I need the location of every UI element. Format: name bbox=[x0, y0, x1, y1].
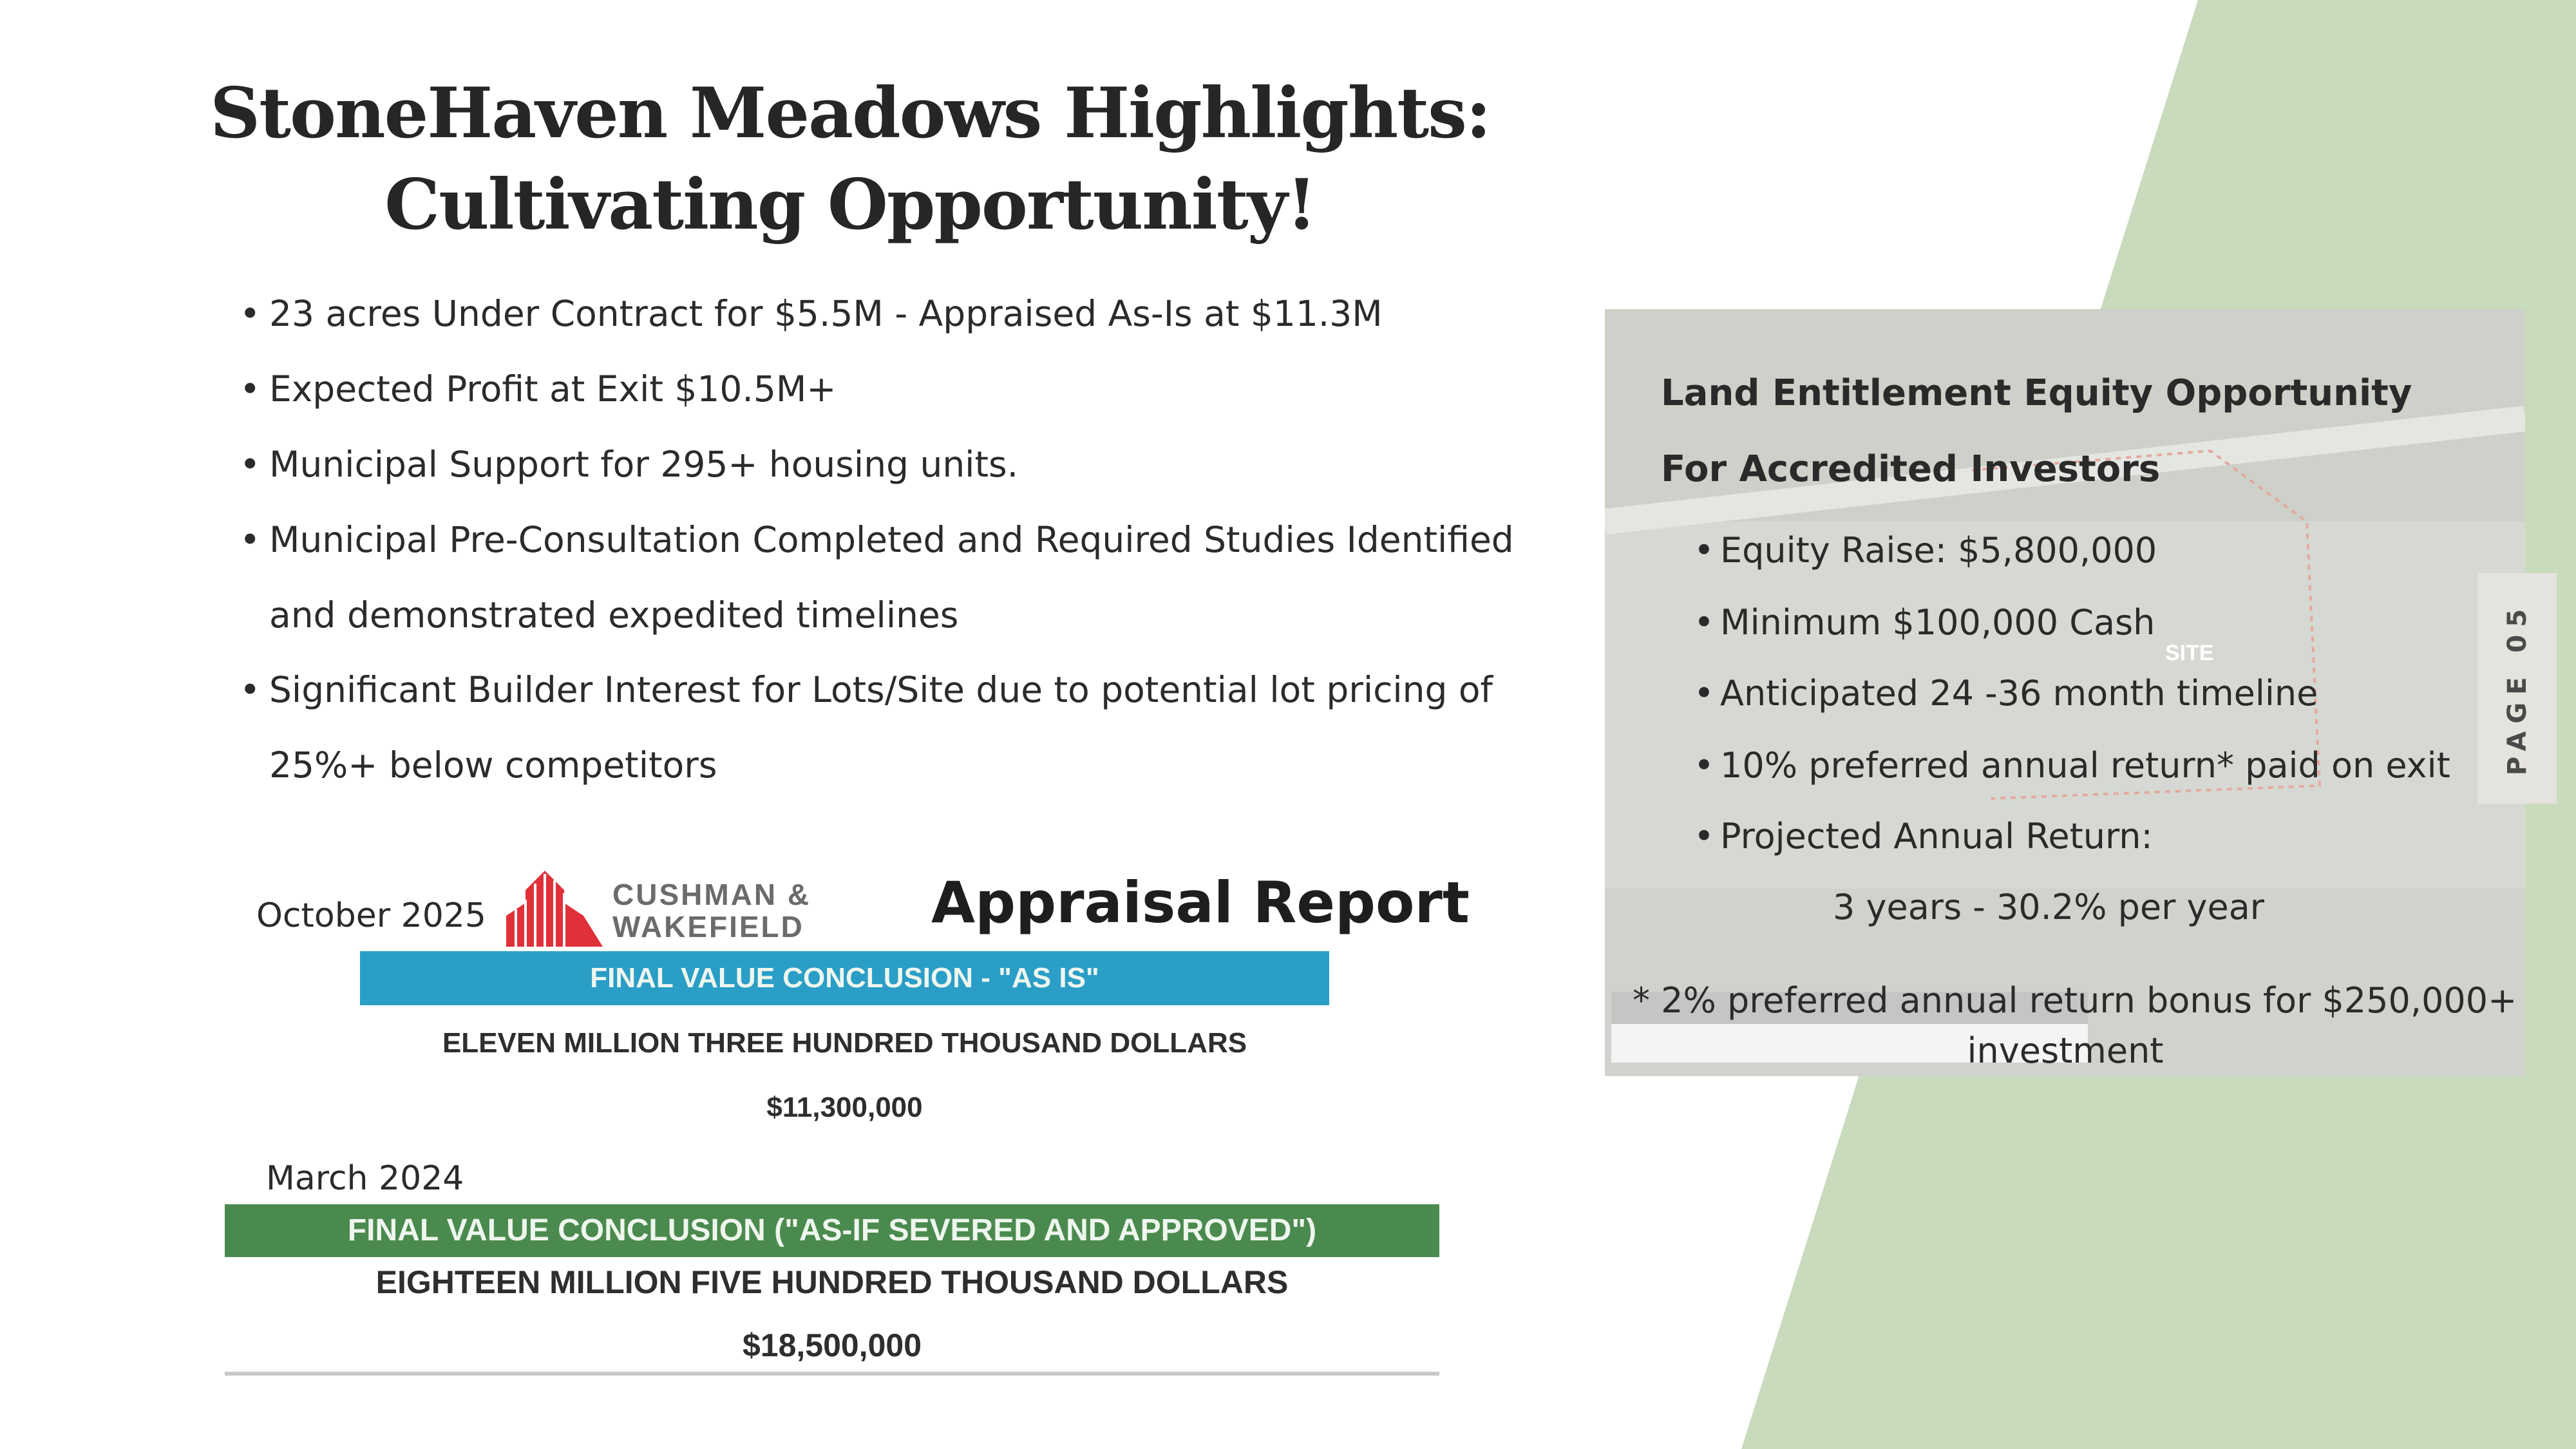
highlight-continuation: and demonstrated expedited timelines bbox=[269, 594, 959, 636]
as-if-approved-conclusion-bar: FINAL VALUE CONCLUSION ("AS-IF SEVERED A… bbox=[225, 1204, 1439, 1257]
highlight-continuation: 25%+ below competitors bbox=[269, 744, 717, 786]
page-number-tab: PAGE 05 bbox=[2477, 573, 2557, 804]
as-is-conclusion-bar: FINAL VALUE CONCLUSION - "AS IS" bbox=[360, 951, 1329, 1005]
aerial-map-panel: SITE bbox=[1605, 309, 2525, 1076]
as-is-value-words: ELEVEN MILLION THREE HUNDRED THOUSAND DO… bbox=[442, 1027, 1247, 1059]
logo-text-line-2: WAKEFIELD bbox=[612, 910, 804, 943]
panel-heading-1: Land Entitlement Equity Opportunity bbox=[1661, 372, 2412, 414]
map-site-label: SITE bbox=[2165, 641, 2214, 665]
page-number: PAGE 05 bbox=[2502, 601, 2532, 776]
as-if-value-amount: $18,500,000 bbox=[742, 1327, 922, 1363]
appraisal-date-2: March 2024 bbox=[266, 1159, 464, 1198]
panel-heading-2: For Accredited Investors bbox=[1661, 448, 2161, 490]
footnote-line-1: * 2% preferred annual return bonus for $… bbox=[1633, 980, 2517, 1021]
projection-text: 3 years - 30.2% per year bbox=[1833, 887, 2264, 927]
footnote-line-2: investment bbox=[1967, 1030, 2164, 1071]
as-if-value-words: EIGHTEEN MILLION FIVE HUNDRED THOUSAND D… bbox=[375, 1264, 1289, 1300]
logo-text-line-1: CUSHMAN & bbox=[612, 878, 811, 911]
as-is-value-amount: $11,300,000 bbox=[766, 1092, 923, 1123]
title-line-1: StoneHaven Meadows Highlights: bbox=[210, 73, 1492, 154]
divider bbox=[225, 1372, 1439, 1376]
logo-building-icon bbox=[506, 871, 603, 947]
title-line-2: Cultivating Opportunity! bbox=[384, 164, 1317, 245]
appraisal-report-heading: Appraisal Report bbox=[931, 869, 1470, 936]
aerial-map-texture: SITE bbox=[1605, 309, 2525, 1076]
page-title: StoneHaven Meadows Highlights: Cultivati… bbox=[193, 68, 1507, 251]
appraisal-date-1: October 2025 bbox=[256, 896, 486, 935]
cushman-wakefield-logo: CUSHMAN & WAKEFIELD bbox=[506, 871, 841, 947]
